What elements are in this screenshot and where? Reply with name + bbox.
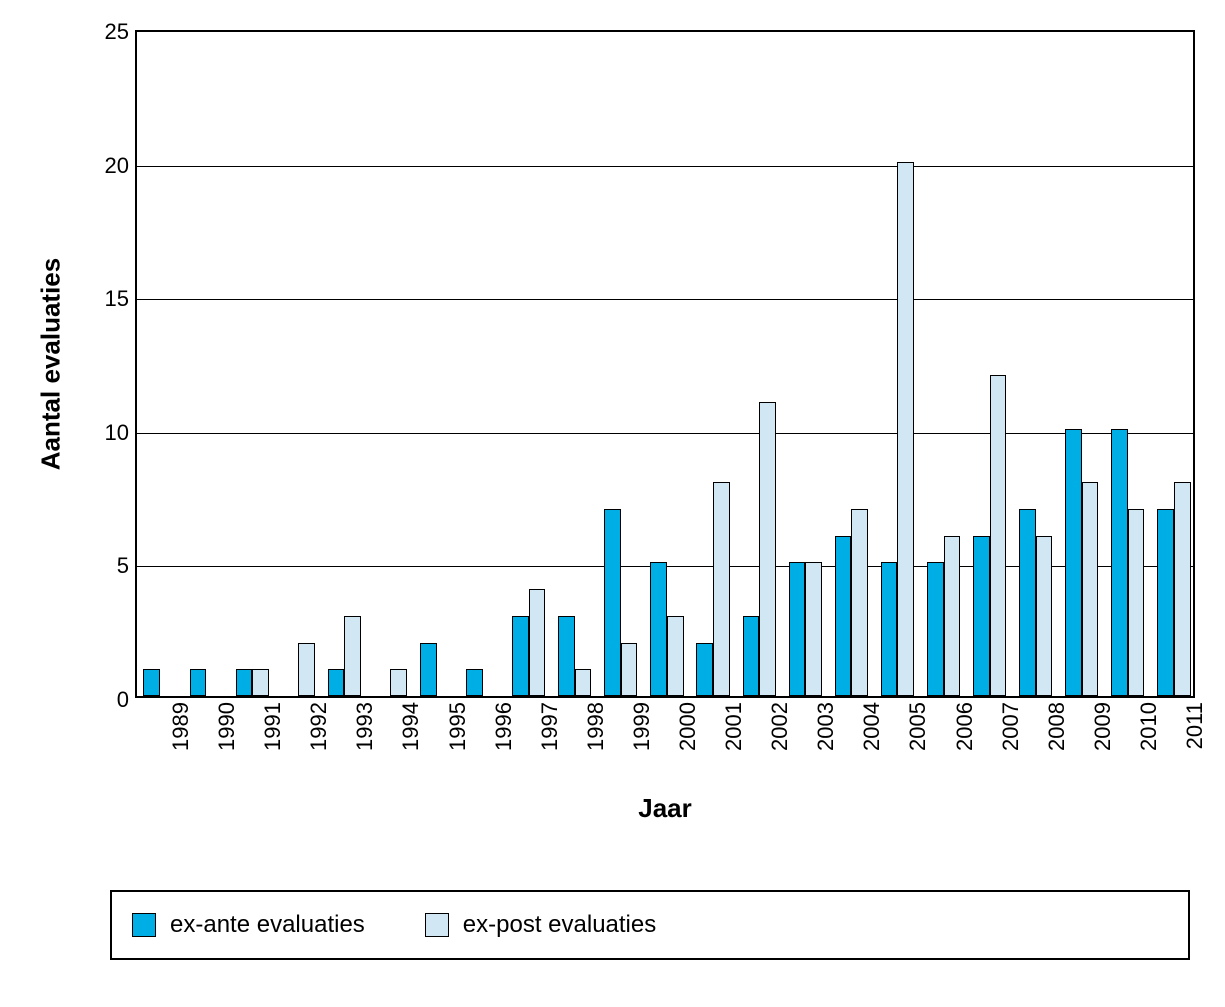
x-tick-label: 2005 [905,702,931,751]
x-tick-label: 2001 [721,702,747,751]
bar [252,669,269,696]
x-tick-label: 2004 [859,702,885,751]
bar [1111,429,1128,696]
x-tick-label: 1990 [214,702,240,751]
legend-swatch [425,913,449,937]
bar [835,536,852,696]
bar [759,402,776,696]
x-tick-label: 1999 [629,702,655,751]
bar [420,643,437,696]
bar [328,669,345,696]
bar [1036,536,1053,696]
bar [944,536,961,696]
legend-label: ex-ante evaluaties [170,911,365,939]
bar [390,669,407,696]
bar [696,643,713,696]
plot-area: 0510152025198919901991199219931994199519… [135,30,1195,698]
y-tick-label: 20 [105,153,129,179]
x-tick-label: 1993 [352,702,378,751]
x-tick-label: 1989 [168,702,194,751]
bar [575,669,592,696]
legend-item: ex-ante evaluaties [132,911,365,939]
legend-item: ex-post evaluaties [425,911,656,939]
bar [990,375,1007,696]
bar [1019,509,1036,696]
chart-container: 0 5 10 15 20 25 1989 1990 1991 1992 1993 1994 1995 19… [20,20,1205,987]
bar [743,616,760,696]
bar [1128,509,1145,696]
x-tick-label: 2002 [767,702,793,751]
legend: ex-ante evaluaties ex-post evaluaties [110,890,1190,960]
y-tick-label: 5 [117,553,129,579]
bar [298,643,315,696]
bar [236,669,253,696]
bar [190,669,207,696]
x-tick-label: 1995 [445,702,471,751]
y-axis-title: Aantal evaluaties [36,258,67,470]
y-tick-label: 10 [105,420,129,446]
bar [713,482,730,696]
x-tick-label: 2008 [1044,702,1070,751]
x-tick-label: 1997 [537,702,563,751]
x-axis-title: Jaar [135,793,1195,824]
bar [1065,429,1082,696]
gridline [137,166,1193,167]
bar [851,509,868,696]
bar [881,562,898,696]
bar [344,616,361,696]
gridline [137,299,1193,300]
x-tick-label: 2009 [1090,702,1116,751]
bar [621,643,638,696]
x-tick-label: 1991 [260,702,286,751]
x-tick-label: 1992 [306,702,332,751]
y-tick-label: 15 [105,286,129,312]
legend-label: ex-post evaluaties [463,911,656,939]
bar [897,162,914,696]
gridline [137,433,1193,434]
y-tick-label: 0 [117,687,129,713]
x-tick-label: 2011 [1182,702,1208,749]
bar [650,562,667,696]
legend-swatch [132,913,156,937]
bar [558,616,575,696]
bar [512,616,529,696]
x-tick-label: 2007 [998,702,1024,751]
x-tick-label: 2006 [952,702,978,751]
bar [466,669,483,696]
bar [973,536,990,696]
x-tick-label: 1998 [583,702,609,751]
y-tick-label: 25 [105,19,129,45]
bar [805,562,822,696]
x-tick-label: 1996 [491,702,517,751]
bar [667,616,684,696]
bar [143,669,160,696]
bar [1157,509,1174,696]
x-tick-label: 2010 [1136,702,1162,751]
bar [604,509,621,696]
bar [1082,482,1099,696]
x-tick-label: 2000 [675,702,701,751]
bar [1174,482,1191,696]
x-tick-label: 1994 [398,702,424,751]
x-tick-label: 2003 [813,702,839,751]
bar [529,589,546,696]
bar [789,562,806,696]
bar [927,562,944,696]
